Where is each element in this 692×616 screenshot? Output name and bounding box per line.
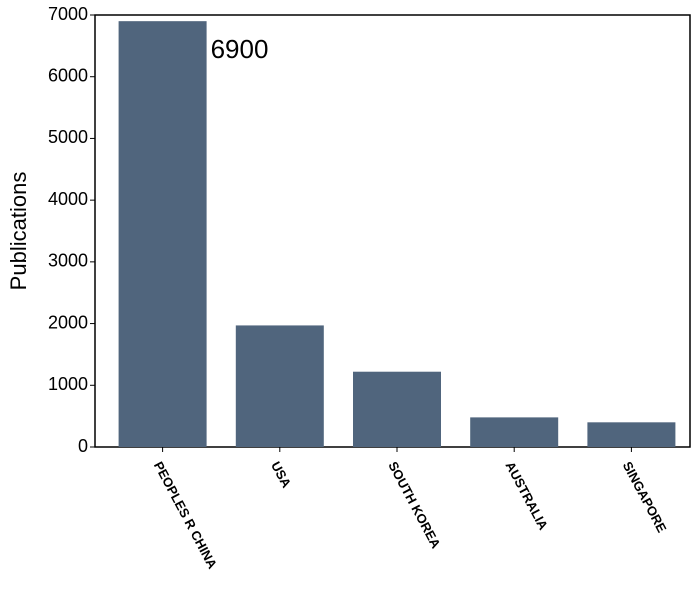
y-tick-label: 0 [78, 436, 88, 456]
x-tick-label: PEOPLES R CHINA [151, 459, 220, 572]
bar [470, 417, 559, 447]
x-tick-label: AUSTRALIA [503, 459, 552, 533]
bar [353, 371, 441, 447]
x-tick-label: SOUTH KOREA [385, 459, 444, 551]
y-tick-label: 3000 [48, 251, 88, 271]
bar [118, 21, 207, 448]
y-tick-label: 5000 [48, 127, 88, 147]
y-tick-label: 4000 [48, 189, 88, 209]
x-tick-label: SINGAPORE [620, 459, 670, 535]
x-tick-label: USA [268, 459, 294, 491]
y-tick-label: 2000 [48, 312, 88, 332]
y-tick-label: 6000 [48, 65, 88, 85]
y-tick-label: 1000 [48, 374, 88, 394]
bar [235, 325, 324, 447]
y-tick-label: 7000 [48, 4, 88, 24]
y-axis-label: Publications [6, 172, 31, 291]
bar [587, 422, 676, 447]
data-label: 6900 [211, 34, 269, 64]
